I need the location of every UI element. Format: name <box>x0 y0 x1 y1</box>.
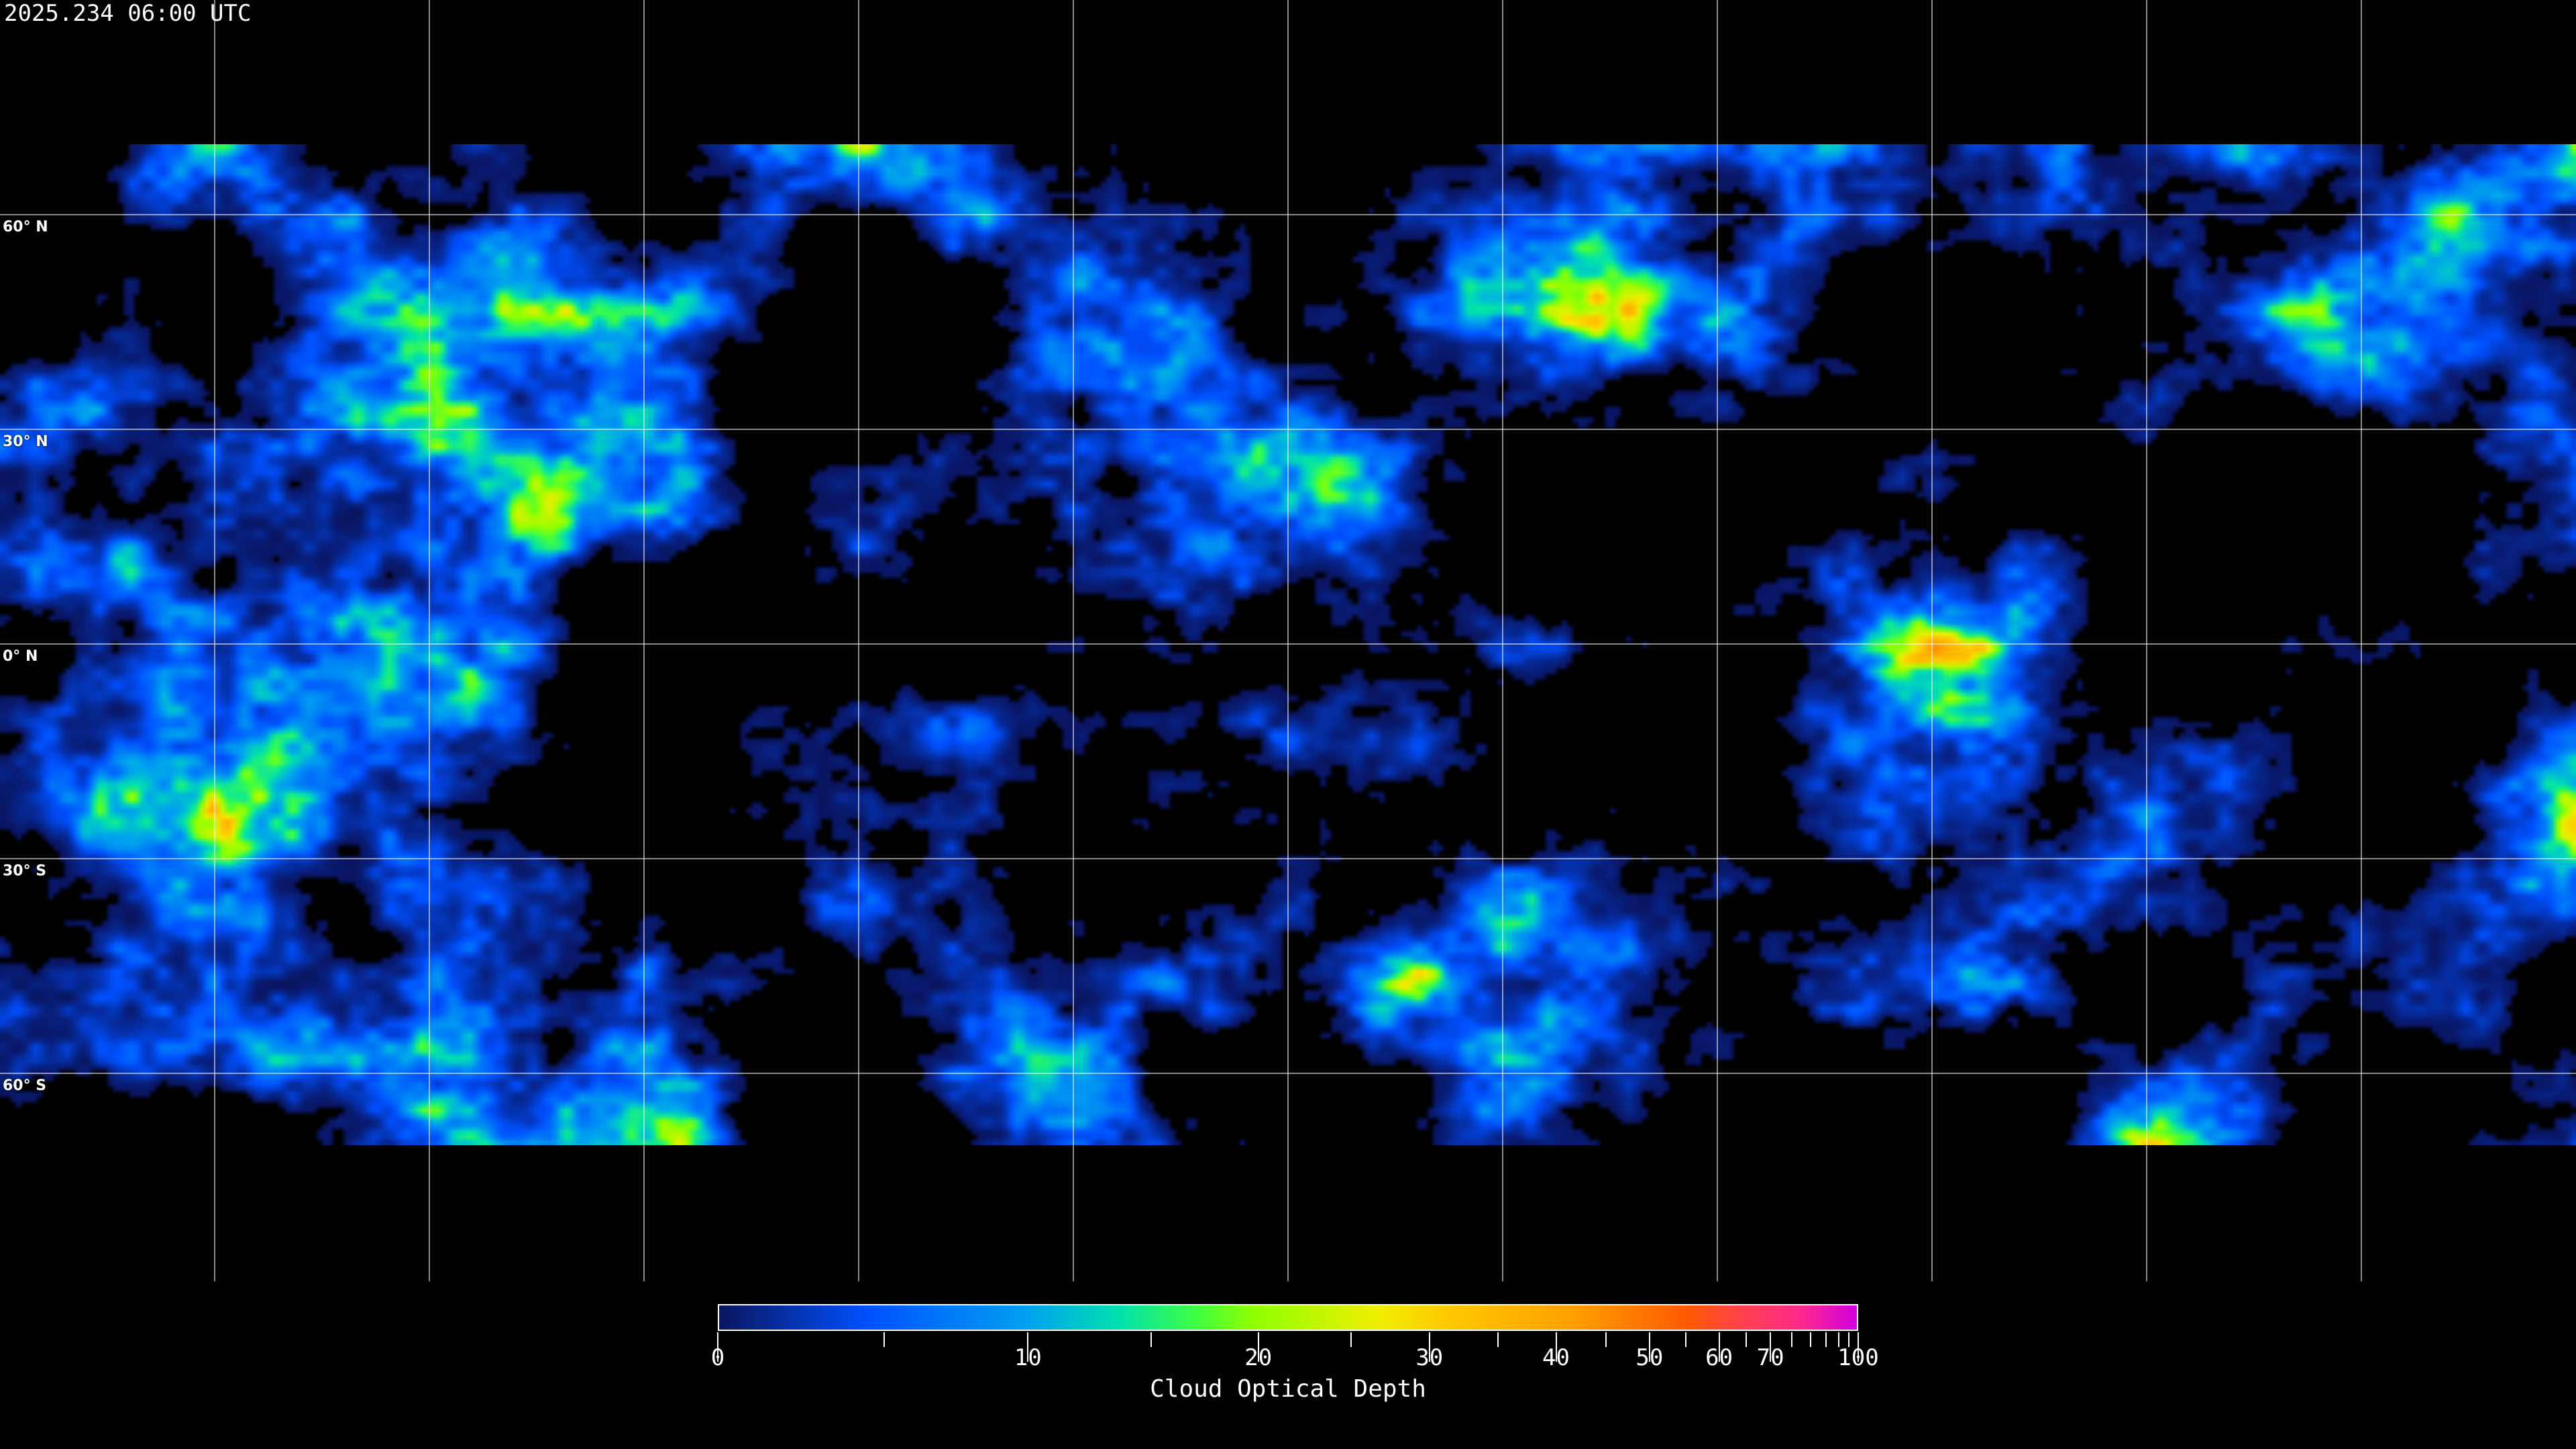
timestamp-title: 2025.234 06:00 UTC <box>4 0 252 27</box>
meridian-line <box>1717 0 1718 1281</box>
parallel-line <box>0 429 2576 430</box>
meridian-line <box>214 0 215 1281</box>
colorbar-tick <box>1257 1332 1259 1362</box>
colorbar-tick <box>1648 1332 1650 1362</box>
meridian-line <box>643 0 645 1281</box>
colorbar-tick <box>1809 1332 1811 1347</box>
colorbar-tick <box>1838 1332 1840 1347</box>
parallel-line <box>0 643 2576 645</box>
colorbar-tick-label: 30 <box>1415 1344 1444 1371</box>
parallel-line <box>0 1073 2576 1074</box>
colorbar-tick <box>1027 1332 1029 1362</box>
colorbar-tick <box>1350 1332 1352 1347</box>
lat-label-60n: 60° N <box>3 219 48 235</box>
colorbar-title: Cloud Optical Depth <box>1150 1375 1426 1403</box>
colorbar-tick-label: 0 <box>710 1344 725 1371</box>
meridian-line <box>858 0 859 1281</box>
colorbar-tick <box>1825 1332 1827 1347</box>
colorbar-tick <box>1718 1332 1720 1362</box>
colorbar-tick <box>1791 1332 1793 1347</box>
colorbar <box>718 1304 1858 1331</box>
meridian-line <box>1931 0 1933 1281</box>
meridian-line <box>2146 0 2147 1281</box>
meridian-line <box>429 0 430 1281</box>
colorbar-tick <box>717 1332 718 1362</box>
colorbar-tick-label: 50 <box>1635 1344 1664 1371</box>
lat-label-60s: 60° S <box>3 1077 47 1094</box>
colorbar-tick-label: 10 <box>1014 1344 1042 1371</box>
lat-label-30n: 30° N <box>3 433 48 450</box>
colorbar-tick <box>1555 1332 1557 1362</box>
colorbar-tick <box>883 1332 885 1347</box>
colorbar-tick <box>1858 1332 1859 1362</box>
meridian-line <box>1287 0 1289 1281</box>
colorbar-tick <box>1685 1332 1687 1347</box>
lat-label-0n: 0° N <box>3 648 38 665</box>
meridian-line <box>2361 0 2362 1281</box>
colorbar-tick <box>1497 1332 1499 1347</box>
parallel-line <box>0 214 2576 215</box>
colorbar-tick-label: 60 <box>1705 1344 1733 1371</box>
colorbar-tick-label: 20 <box>1244 1344 1273 1371</box>
colorbar-tick <box>1605 1332 1607 1347</box>
colorbar-tick-label: 70 <box>1756 1344 1784 1371</box>
parallel-line <box>0 858 2576 859</box>
meridian-line <box>1073 0 1074 1281</box>
colorbar-tick-label: 40 <box>1542 1344 1570 1371</box>
colorbar-tick-label: 100 <box>1837 1344 1879 1371</box>
colorbar-tick <box>1770 1332 1772 1362</box>
colorbar-tick <box>1848 1332 1850 1347</box>
colorbar-tick <box>1150 1332 1152 1347</box>
colorbar-tick <box>1428 1332 1430 1362</box>
colorbar-tick <box>1746 1332 1748 1347</box>
meridian-line <box>1502 0 1503 1281</box>
lat-label-30s: 30° S <box>3 863 47 879</box>
